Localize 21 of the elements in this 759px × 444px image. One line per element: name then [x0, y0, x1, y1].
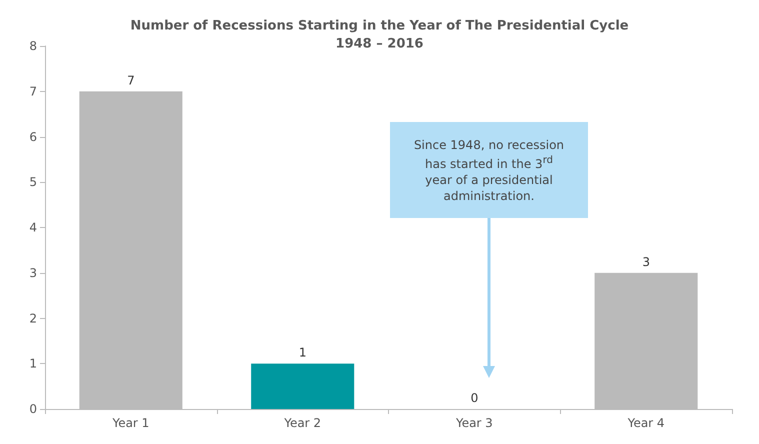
- x-tick-label: Year 3: [454, 416, 493, 430]
- y-tick-label: 6: [29, 130, 37, 144]
- y-tick-label: 5: [29, 175, 37, 190]
- callout-box: Since 1948, no recession has started in the 3$^{rd}$ year of a presidential administration.: [390, 122, 588, 218]
- annotation: Since 1948, no recession has started in the 3$^{rd}$ year of a presidential administration.: [412, 136, 566, 204]
- y-tick-label: 7: [29, 84, 37, 98]
- y-tick-label: 3: [29, 266, 37, 280]
- chart-title: Number of Recessions Starting in the Year of The Presidential Cycle 1948 – 2016: [130, 18, 629, 52]
- bar: [251, 364, 354, 409]
- x-tick-label: Year 2: [283, 416, 322, 430]
- data-label: 0: [470, 391, 478, 405]
- y-tick-label: 0: [29, 402, 37, 416]
- y-tick-label: 8: [29, 39, 37, 53]
- data-label: 3: [642, 254, 650, 269]
- data-label: 1: [298, 346, 306, 360]
- y-tick-label: 1: [29, 356, 37, 371]
- x-tick-label: Year 4: [626, 416, 665, 430]
- y-tick-label: 2: [29, 311, 37, 326]
- x-tick-label: Year 1: [111, 416, 150, 430]
- data-label: 7: [127, 73, 135, 88]
- y-tick-label: 4: [29, 220, 37, 234]
